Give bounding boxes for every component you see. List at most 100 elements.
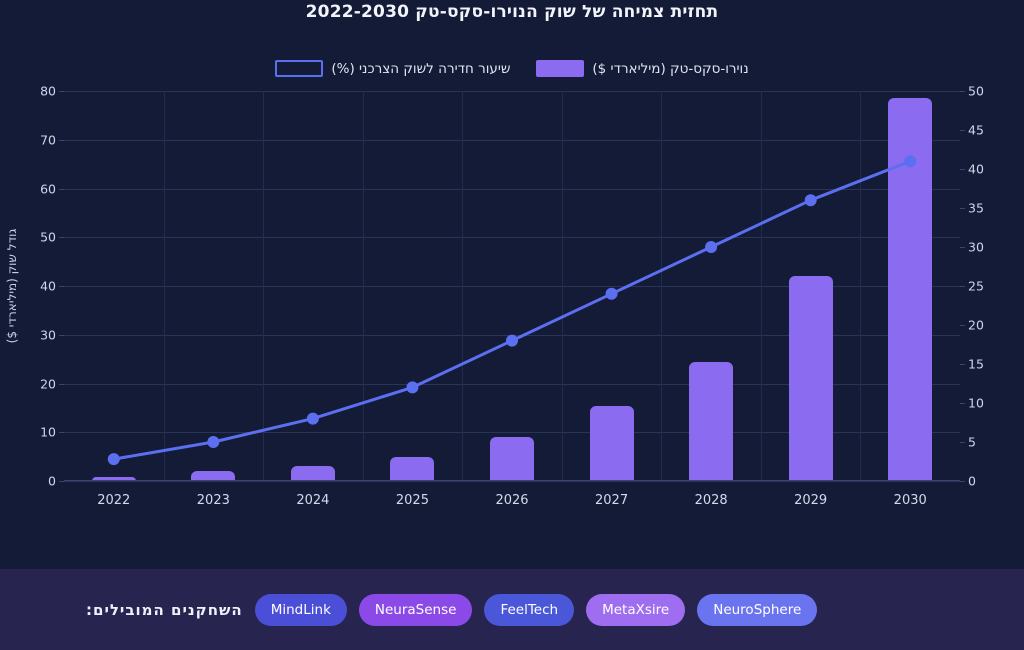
y-tickmark-right [960,130,965,131]
line-marker-2030[interactable] [904,155,917,168]
line-marker-2023[interactable] [207,436,220,448]
legend-label-market-size: נוירו-סקס-טק (מיליארדי $) [592,60,749,77]
x-tick-2023: 2023 [196,493,230,508]
y-tickmark-right [960,286,965,287]
y-tickmark-right [960,364,965,365]
y-tick-left-10: 10 [40,424,56,440]
y-tick-left-50: 50 [40,229,56,245]
y-tickmark-right [960,325,965,326]
gridline-vertical [362,91,364,481]
y-tickmark-left [59,188,64,190]
player-pill-neurasense[interactable]: NeuraSense [358,593,473,626]
player-pill-feeltech[interactable]: FeelTech [484,593,575,626]
y-tick-right-20: 20 [968,317,984,333]
gridline-vertical [462,91,464,481]
y-tick-left-80: 80 [40,83,56,99]
top-players-footer: השחקנים המובילים: MindLink NeuraSense Feel… [0,569,1024,650]
x-tick-2025: 2025 [395,493,429,508]
chart-title: תחזית צמיחה של שוק הנוירו-סקס-טק 2022-20… [305,2,719,22]
y-tick-left-70: 70 [40,132,56,148]
y-tickmark-right [960,208,965,209]
line-marker-2024[interactable] [306,412,319,425]
y-tickmark-left [59,334,64,336]
line-marker-2026[interactable] [506,334,518,347]
penetration-line [112,159,912,461]
bar-2022[interactable] [91,477,136,481]
y-tickmark-left [59,481,64,482]
x-tick-2027: 2027 [595,493,629,508]
y-tickmark-left [59,383,64,385]
gridline-horizontal [64,91,960,92]
player-pill-neurosphere[interactable]: NeuroSphere [697,593,818,626]
gridline-horizontal [64,237,960,239]
y-tick-left-20: 20 [40,376,56,391]
gridline-vertical [561,91,563,481]
y-tickmark-right [960,403,965,404]
legend-swatch-line-icon [275,60,324,77]
plot-area: 0 10 20 30 40 50 60 70 80 0 5 10 15 20 25 30 35 40 45 50 2… [5,84,1024,509]
x-tick-2022: 2022 [97,493,131,508]
y-tickmark-right [960,442,965,443]
line-marker-2028[interactable] [705,241,718,253]
chart-legend: שיעור חדירה לשוק הצרכני (%) נוירו-סקס-טק… [0,60,1024,77]
bar-2024[interactable] [290,466,335,481]
y-tick-right-10: 10 [968,395,984,411]
y-tick-left-0: 0 [48,473,56,489]
x-tick-2024: 2024 [296,493,330,508]
bar-2027[interactable] [589,405,634,481]
player-pill-metaxsire[interactable]: MetaXsire [586,593,686,626]
bar-2028[interactable] [689,362,734,481]
y-tick-right-35: 35 [968,200,984,216]
x-tick-2030: 2030 [893,493,927,508]
gridline-vertical [661,91,663,481]
top-players-label: השחקנים המובילים: [86,600,243,619]
y-tickmark-left [59,91,64,92]
y-tickmark-right [960,169,965,170]
legend-label-penetration: שיעור חדירה לשוק הצרכני (%) [331,60,511,77]
y-tick-right-45: 45 [968,122,984,138]
line-marker-2027[interactable] [605,287,618,300]
y-tick-left-60: 60 [40,181,56,196]
gridline-vertical [860,91,862,481]
gridline-vertical [760,91,762,481]
y-tickmark-left [59,286,64,287]
gridline-vertical [263,91,265,481]
y-tickmark-right [960,481,965,482]
gridline-horizontal [64,481,960,482]
x-tick-2028: 2028 [694,493,728,508]
line-marker-2025[interactable] [406,381,419,394]
bar-2023[interactable] [191,471,236,481]
player-pill-list: MindLink NeuraSense FeelTech MetaXsire Neuro… [254,593,818,626]
line-series-layer [107,155,917,466]
y-tick-right-15: 15 [968,356,984,372]
y-tickmark-left [59,139,64,141]
gridline-horizontal [64,432,960,434]
penetration-markers [107,155,917,466]
bar-2026[interactable] [490,437,534,481]
gridline-horizontal [64,139,960,141]
legend-item-penetration[interactable]: שיעור חדירה לשוק הצרכני (%) [275,60,510,77]
y-tickmark-right [960,247,965,248]
y-tick-left-30: 30 [40,327,56,343]
line-marker-2022[interactable] [107,453,120,466]
bar-2029[interactable] [788,276,833,481]
y-tick-right-30: 30 [968,239,984,255]
y-tickmark-left [59,432,64,434]
player-pill-mindlink[interactable]: MindLink [254,593,347,626]
x-tick-2029: 2029 [794,493,828,508]
gridline-horizontal [64,383,960,385]
y-axis-left-title: גודל שוק (מיליארדי $) [5,228,19,344]
legend-item-market-size[interactable]: נוירו-סקס-טק (מיליארדי $) [536,60,749,77]
y-tickmark-left [59,237,64,239]
y-tick-right-0: 0 [968,473,976,489]
legend-swatch-bar-icon [536,60,585,77]
x-axis-line [64,480,960,481]
gridline-horizontal [64,286,960,287]
y-tick-left-40: 40 [40,278,56,294]
y-tick-right-25: 25 [968,278,984,294]
bar-2025[interactable] [390,457,435,481]
line-marker-2029[interactable] [804,194,817,207]
y-tickmark-right [960,91,965,92]
y-tick-right-50: 50 [968,83,984,99]
